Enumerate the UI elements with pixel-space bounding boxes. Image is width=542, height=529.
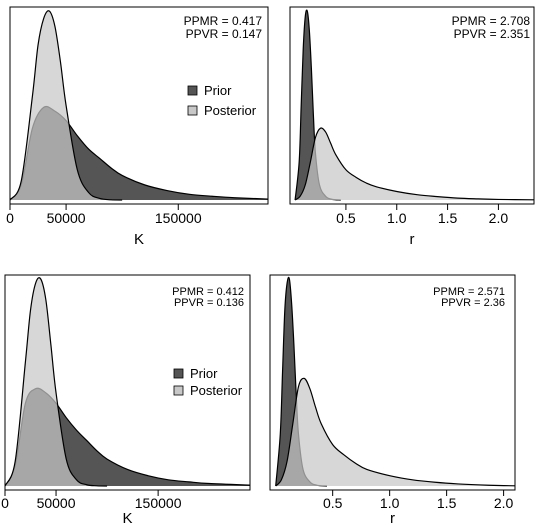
ppvr-annotation: PPVR = 0.147 bbox=[186, 27, 263, 41]
x-axis-label: K bbox=[122, 510, 132, 527]
panel-frame bbox=[269, 274, 516, 491]
x-tick-label: 150000 bbox=[135, 495, 182, 511]
panel-plot-area bbox=[294, 9, 534, 201]
ppmr-annotation: PPMR = 2.708 bbox=[452, 14, 531, 28]
x-tick-label: 1.0 bbox=[387, 210, 407, 226]
prior-density-area bbox=[295, 10, 341, 201]
ppvr-annotation: PPVR = 2.351 bbox=[454, 27, 531, 41]
x-tick-label: 0.5 bbox=[336, 210, 356, 226]
x-tick-label: 0.5 bbox=[323, 495, 343, 511]
panel-plot-area bbox=[5, 277, 250, 487]
ppvr-annotation: PPVR = 0.136 bbox=[174, 297, 244, 309]
x-tick-label: 0 bbox=[1, 495, 9, 511]
x-tick-label: 150000 bbox=[155, 210, 202, 226]
panel-frame bbox=[9, 6, 269, 205]
legend-prior-label: Prior bbox=[190, 366, 218, 381]
panel-frame bbox=[4, 274, 251, 491]
posterior-density-line bbox=[10, 10, 123, 201]
legend-posterior-swatch bbox=[173, 385, 184, 396]
prior-density-area bbox=[275, 277, 327, 486]
legend-posterior-label: Posterior bbox=[190, 383, 243, 398]
ppmr-annotation: PPMR = 2.571 bbox=[433, 286, 505, 298]
panel-plot-area bbox=[10, 10, 268, 201]
x-tick-label: 2.0 bbox=[494, 495, 514, 511]
panel-frame bbox=[289, 6, 535, 205]
legend-posterior-swatch bbox=[187, 105, 198, 116]
legend-posterior-label: Posterior bbox=[204, 103, 257, 118]
posterior-density-area bbox=[275, 378, 515, 486]
legend-prior-label: Prior bbox=[204, 83, 232, 98]
legend-prior-swatch bbox=[187, 85, 198, 96]
x-tick-label: 50000 bbox=[47, 210, 86, 226]
x-tick-label: 2.0 bbox=[489, 210, 509, 226]
legend-prior-swatch bbox=[173, 368, 184, 379]
posterior-density-area bbox=[10, 10, 123, 201]
x-tick-label: 1.0 bbox=[380, 495, 400, 511]
panel-plot-area bbox=[275, 276, 515, 487]
x-tick-label: 1.5 bbox=[437, 495, 457, 511]
ppvr-annotation: PPVR = 2.36 bbox=[441, 297, 505, 309]
posterior-density-area bbox=[5, 277, 108, 486]
x-axis-label: r bbox=[390, 510, 395, 527]
posterior-density-line bbox=[294, 127, 534, 201]
posterior-density-line bbox=[5, 277, 108, 487]
posterior-density-area bbox=[295, 127, 534, 200]
x-tick-label: 50000 bbox=[37, 495, 76, 511]
x-axis-label: K bbox=[134, 231, 144, 248]
posterior-density-line bbox=[275, 377, 515, 487]
x-tick-label: 1.5 bbox=[438, 210, 458, 226]
x-axis-label: r bbox=[410, 231, 415, 248]
x-tick-label: 0 bbox=[6, 210, 14, 226]
ppmr-annotation: PPMR = 0.417 bbox=[184, 14, 263, 28]
ppmr-annotation: PPMR = 0.412 bbox=[172, 286, 244, 298]
